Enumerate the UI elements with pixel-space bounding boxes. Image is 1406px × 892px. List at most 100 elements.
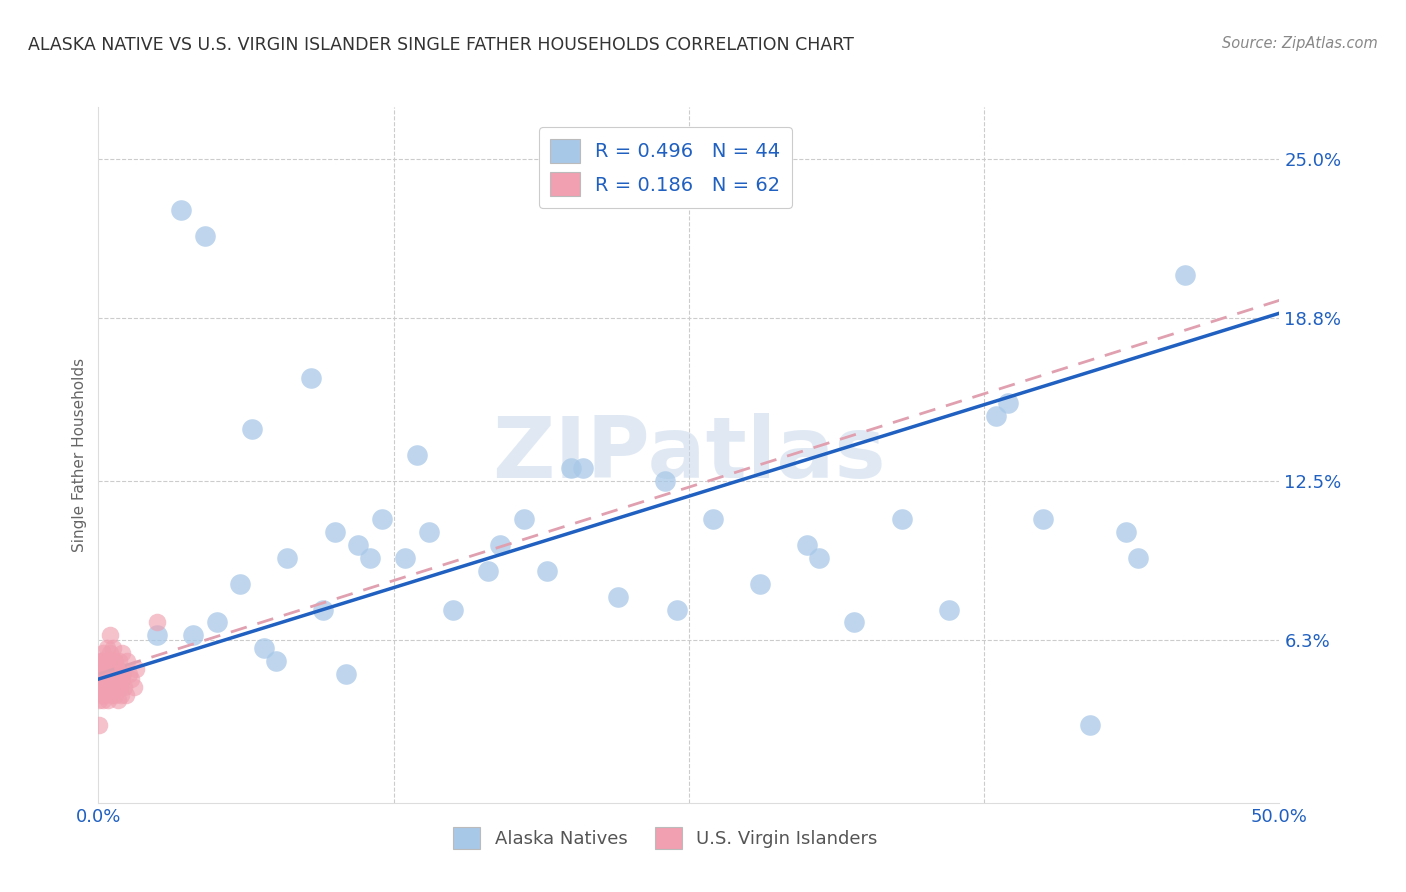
Point — [112, 680, 135, 694]
Point — [94, 667, 117, 681]
Point — [90, 654, 112, 668]
Point — [91, 667, 114, 681]
Point — [96, 641, 118, 656]
Point — [104, 654, 127, 668]
Point — [115, 654, 138, 668]
Point — [489, 538, 512, 552]
Point — [654, 474, 676, 488]
Point — [89, 680, 111, 694]
Point — [571, 460, 593, 475]
Point — [94, 688, 117, 702]
Point — [91, 680, 114, 694]
Text: ZIPatlas: ZIPatlas — [492, 413, 886, 497]
Point — [108, 680, 131, 694]
Point — [560, 460, 582, 475]
Point — [748, 576, 770, 591]
Point — [90, 688, 112, 702]
Point — [114, 688, 136, 702]
Point — [105, 667, 128, 681]
Point — [125, 662, 148, 676]
Point — [105, 672, 128, 686]
Point — [844, 615, 866, 630]
Point — [371, 512, 394, 526]
Point — [702, 512, 724, 526]
Y-axis label: Single Father Households: Single Father Households — [72, 358, 87, 552]
Point — [299, 370, 322, 384]
Point — [146, 628, 169, 642]
Point — [146, 615, 169, 630]
Point — [93, 654, 115, 668]
Point — [93, 680, 115, 694]
Point — [108, 654, 131, 668]
Point — [477, 564, 499, 578]
Point — [406, 448, 429, 462]
Point — [89, 672, 111, 686]
Point — [107, 692, 129, 706]
Point — [240, 422, 263, 436]
Point — [536, 564, 558, 578]
Point — [170, 203, 193, 218]
Point — [91, 662, 114, 676]
Point — [93, 688, 115, 702]
Point — [253, 641, 276, 656]
Point — [229, 576, 252, 591]
Point — [110, 688, 132, 702]
Point — [276, 551, 298, 566]
Point — [1080, 718, 1102, 732]
Point — [89, 692, 111, 706]
Point — [121, 672, 143, 686]
Point — [97, 692, 120, 706]
Point — [323, 525, 346, 540]
Point — [101, 654, 124, 668]
Point — [98, 662, 121, 676]
Point — [807, 551, 830, 566]
Point — [890, 512, 912, 526]
Point — [1174, 268, 1197, 282]
Point — [181, 628, 204, 642]
Point — [100, 680, 122, 694]
Point — [122, 680, 145, 694]
Point — [194, 228, 217, 243]
Point — [118, 667, 141, 681]
Point — [103, 667, 125, 681]
Point — [1115, 525, 1137, 540]
Point — [96, 672, 118, 686]
Point — [666, 602, 689, 616]
Point — [101, 641, 124, 656]
Point — [100, 667, 122, 681]
Point — [89, 680, 111, 694]
Point — [1126, 551, 1149, 566]
Point — [112, 667, 135, 681]
Point — [90, 672, 112, 686]
Point — [359, 551, 381, 566]
Point — [441, 602, 464, 616]
Point — [796, 538, 818, 552]
Point — [98, 646, 121, 660]
Point — [91, 692, 114, 706]
Legend: Alaska Natives, U.S. Virgin Islanders: Alaska Natives, U.S. Virgin Islanders — [446, 820, 884, 856]
Point — [96, 654, 118, 668]
Point — [110, 646, 132, 660]
Point — [607, 590, 630, 604]
Point — [205, 615, 228, 630]
Point — [264, 654, 287, 668]
Point — [87, 718, 110, 732]
Point — [105, 680, 128, 694]
Point — [335, 667, 357, 681]
Point — [94, 672, 117, 686]
Point — [101, 688, 124, 702]
Point — [1032, 512, 1054, 526]
Point — [111, 672, 134, 686]
Point — [98, 672, 121, 686]
Point — [90, 654, 112, 668]
Point — [938, 602, 960, 616]
Point — [107, 662, 129, 676]
Point — [98, 628, 121, 642]
Point — [104, 688, 127, 702]
Point — [89, 667, 111, 681]
Text: ALASKA NATIVE VS U.S. VIRGIN ISLANDER SINGLE FATHER HOUSEHOLDS CORRELATION CHART: ALASKA NATIVE VS U.S. VIRGIN ISLANDER SI… — [28, 36, 853, 54]
Point — [312, 602, 335, 616]
Point — [90, 672, 112, 686]
Point — [997, 396, 1019, 410]
Point — [108, 667, 131, 681]
